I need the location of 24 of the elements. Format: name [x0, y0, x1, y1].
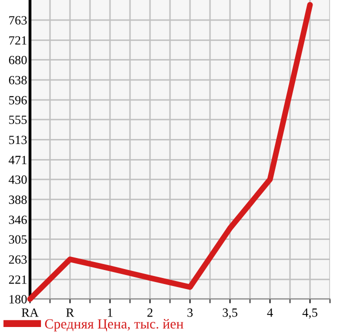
x-tick-label: 3	[187, 308, 193, 317]
x-tick-label: 4,5	[302, 308, 318, 319]
y-tick-label: 305	[9, 235, 27, 244]
x-tick-label: 2	[147, 308, 152, 317]
y-tick-label: 680	[9, 56, 27, 64]
y-tick-label: 346	[9, 216, 27, 224]
x-tick-label: 3,5	[222, 308, 238, 319]
y-tick-label: 596	[9, 96, 27, 104]
x-tick-label: R	[66, 308, 74, 317]
x-tick-label: RA	[22, 308, 39, 317]
y-tick-label: 263	[9, 255, 27, 264]
y-tick-label: 721	[9, 36, 26, 45]
y-tick-label: 221	[9, 275, 26, 284]
y-tick-label: 513	[9, 136, 27, 144]
y-tick-label: 430	[8, 175, 27, 184]
x-tick-label: 4	[267, 308, 273, 317]
y-tick-label: 555	[9, 116, 27, 124]
legend-label: Средняя Цена, тыс. йен	[45, 318, 184, 332]
y-tick-label: 763	[9, 16, 27, 25]
y-tick-label: 388	[9, 196, 27, 204]
y-tick-label: 180	[10, 295, 27, 304]
y-tick-label: 471	[8, 156, 26, 164]
y-tick-label: 638	[9, 76, 27, 84]
x-tick-label: 1	[108, 308, 112, 317]
